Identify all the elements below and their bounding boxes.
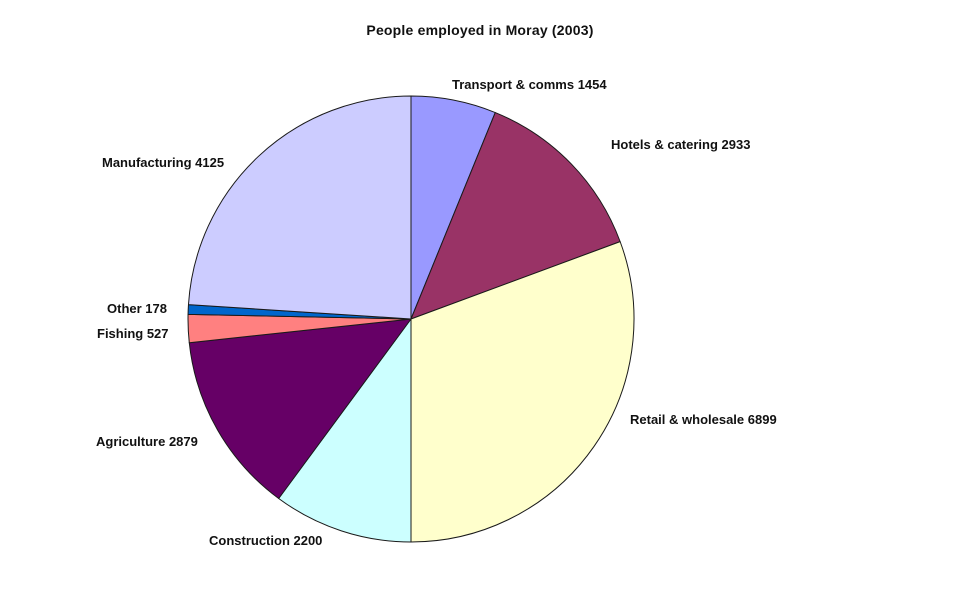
pie-slice-hotels-catering (410, 112, 621, 320)
pie-slice-manufacturing (187, 95, 412, 320)
pie-slice-agriculture (188, 318, 412, 499)
pie-label-construction: Construction 2200 (209, 533, 323, 548)
pie-label-other: Other 178 (107, 301, 167, 316)
pie-slice-retail-wholesale (410, 241, 635, 543)
pie-slice-construction (278, 318, 412, 543)
pie-label-retail-wholesale: Retail & wholesale 6899 (630, 412, 777, 427)
pie-label-hotels-catering: Hotels & catering 2933 (611, 137, 751, 152)
pie-label-fishing: Fishing 527 (97, 326, 169, 341)
chart-title: People employed in Moray (2003) (366, 22, 594, 38)
pie-label-transport-comms: Transport & comms 1454 (452, 77, 607, 92)
pie-label-agriculture: Agriculture 2879 (96, 434, 198, 449)
pie-label-manufacturing: Manufacturing 4125 (102, 155, 225, 170)
